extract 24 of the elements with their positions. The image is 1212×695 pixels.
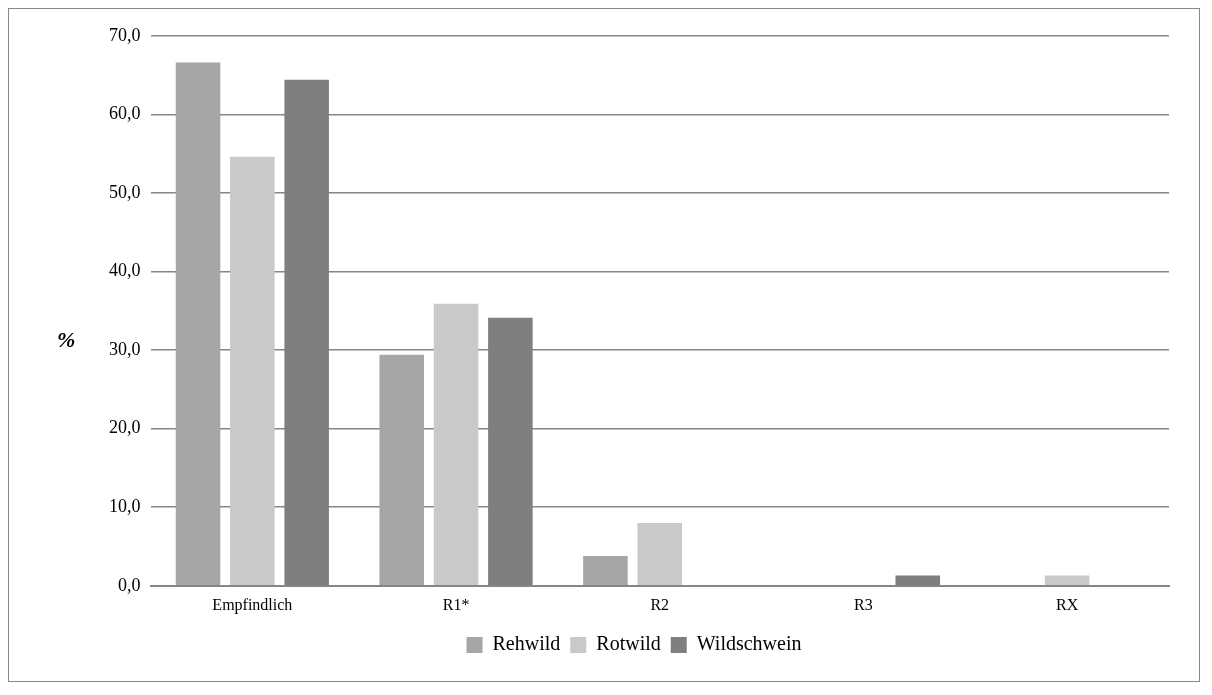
legend-label: Rehwild [492,632,561,655]
y-tick-label: 10,0 [109,495,141,516]
x-tick-label: RX [1056,595,1079,613]
bar [433,303,479,586]
bar [637,522,683,586]
x-tick-label: R3 [854,595,873,613]
y-tick-label: 30,0 [109,338,141,359]
bar [175,62,221,586]
legend-label: Wildschwein [696,632,802,655]
y-axis-title: % [57,327,76,353]
x-tick-label: R1* [442,595,470,613]
bar [379,354,424,586]
x-tick-label: Empfindlich [212,595,293,614]
y-tick-label: 20,0 [109,417,141,438]
y-tick-label: 60,0 [109,103,141,124]
bar [583,555,628,586]
y-tick-label: 40,0 [109,260,141,281]
bar [230,156,275,586]
y-tick-label: 70,0 [109,24,141,45]
y-tick-label: 0,0 [118,574,141,595]
bar [1044,575,1090,586]
x-tick-label: R2 [650,595,670,613]
y-tick-label: 50,0 [109,181,141,202]
legend-label: Rotwild [596,632,661,655]
